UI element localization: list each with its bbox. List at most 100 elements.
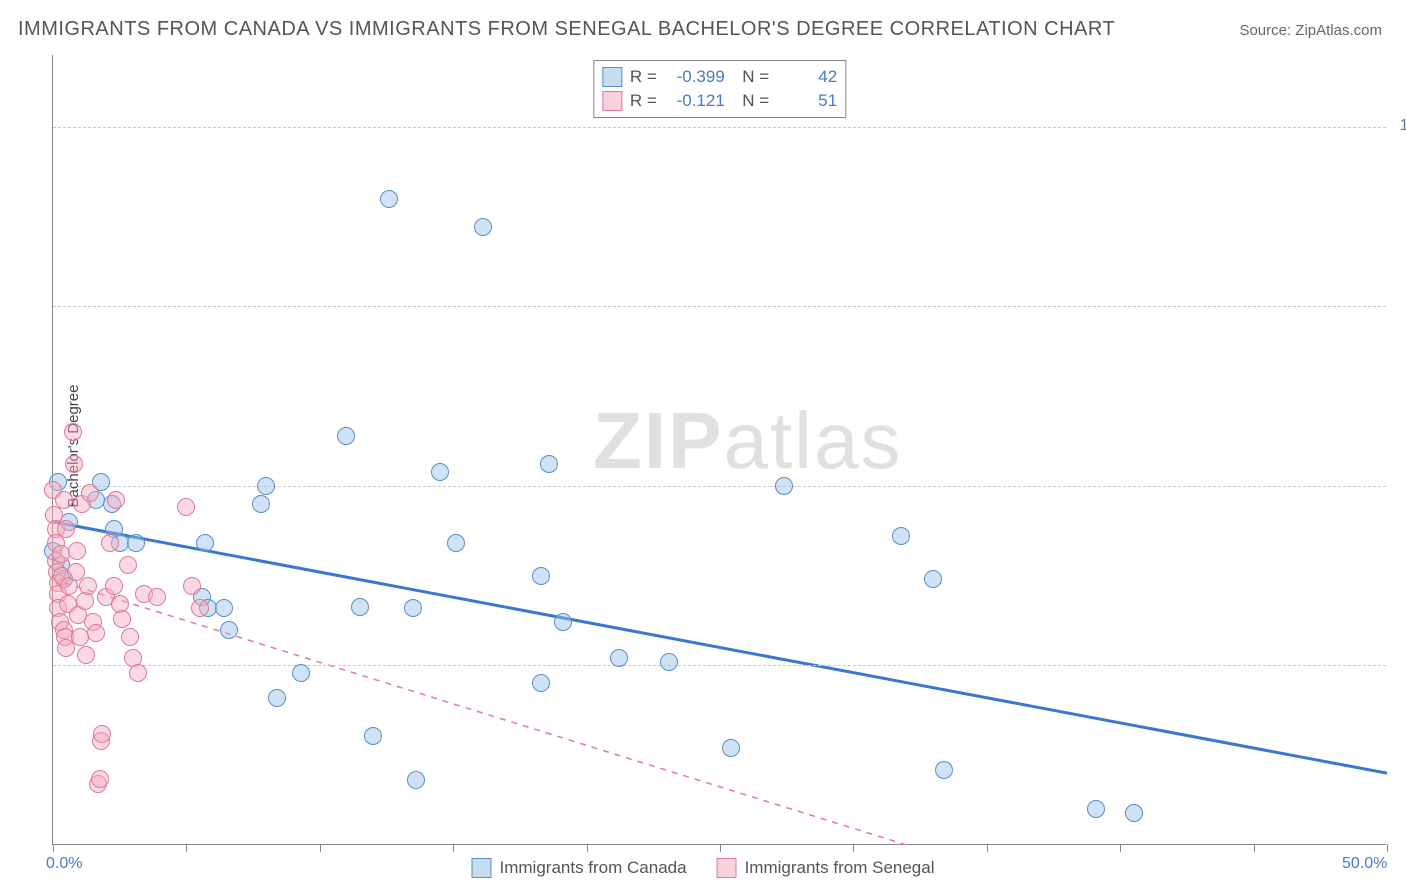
data-point (351, 598, 369, 616)
stat-r-canada: -0.399 (665, 67, 725, 87)
data-point (107, 491, 125, 509)
plot-area: ZIPatlas R = -0.399 N = 42 R = -0.121 N … (52, 55, 1386, 845)
x-tick (1387, 844, 1388, 852)
y-tick-label: 25.0% (1394, 655, 1406, 673)
legend-label: Immigrants from Canada (500, 858, 687, 878)
data-point (220, 621, 238, 639)
stat-label-n: N = (733, 67, 769, 87)
x-tick (720, 844, 721, 852)
data-point (121, 628, 139, 646)
y-tick-label: 75.0% (1394, 296, 1406, 314)
data-point (660, 653, 678, 671)
data-point (91, 770, 109, 788)
stat-n-canada: 42 (777, 67, 837, 87)
data-point (87, 624, 105, 642)
data-point (196, 534, 214, 552)
data-point (268, 689, 286, 707)
x-tick (987, 844, 988, 852)
x-tick (1120, 844, 1121, 852)
legend-stats: R = -0.399 N = 42 R = -0.121 N = 51 (593, 60, 846, 118)
stat-label-r: R = (630, 91, 657, 111)
x-tick (186, 844, 187, 852)
data-point (215, 599, 233, 617)
data-point (65, 455, 83, 473)
watermark-part2: atlas (723, 396, 902, 485)
x-tick (587, 844, 588, 852)
swatch-blue-icon (602, 67, 622, 87)
chart-container: IMMIGRANTS FROM CANADA VS IMMIGRANTS FRO… (0, 0, 1406, 892)
data-point (257, 477, 275, 495)
gridline (53, 127, 1386, 128)
x-tick (1254, 844, 1255, 852)
data-point (532, 674, 550, 692)
data-point (113, 610, 131, 628)
gridline (53, 306, 1386, 307)
data-point (404, 599, 422, 617)
x-tick-label: 0.0% (46, 855, 82, 873)
data-point (127, 534, 145, 552)
source-label: Source: ZipAtlas.com (1239, 22, 1382, 39)
legend-stats-row-canada: R = -0.399 N = 42 (602, 65, 837, 89)
data-point (447, 534, 465, 552)
trend-line (53, 522, 1387, 773)
data-point (101, 534, 119, 552)
legend-item: Immigrants from Senegal (717, 858, 935, 878)
gridline (53, 665, 1386, 666)
data-point (252, 495, 270, 513)
data-point (722, 739, 740, 757)
trend-lines (53, 55, 1387, 845)
legend-bottom: Immigrants from Canada Immigrants from Se… (472, 858, 935, 878)
data-point (892, 527, 910, 545)
legend-item: Immigrants from Canada (472, 858, 687, 878)
data-point (775, 477, 793, 495)
data-point (364, 727, 382, 745)
data-point (79, 577, 97, 595)
data-point (554, 613, 572, 631)
trend-line (53, 579, 907, 845)
data-point (57, 520, 75, 538)
data-point (191, 599, 209, 617)
data-point (68, 542, 86, 560)
data-point (105, 577, 123, 595)
data-point (183, 577, 201, 595)
stat-label-r: R = (630, 67, 657, 87)
data-point (93, 725, 111, 743)
watermark: ZIPatlas (593, 395, 902, 487)
data-point (1125, 804, 1143, 822)
data-point (64, 423, 82, 441)
data-point (148, 588, 166, 606)
x-tick (53, 844, 54, 852)
data-point (540, 455, 558, 473)
legend-label: Immigrants from Senegal (745, 858, 935, 878)
watermark-part1: ZIP (593, 396, 723, 485)
stat-label-n: N = (733, 91, 769, 111)
data-point (431, 463, 449, 481)
data-point (1087, 800, 1105, 818)
stat-r-senegal: -0.121 (665, 91, 725, 111)
data-point (407, 771, 425, 789)
swatch-pink-icon (717, 858, 737, 878)
data-point (77, 646, 95, 664)
data-point (380, 190, 398, 208)
legend-stats-row-senegal: R = -0.121 N = 51 (602, 89, 837, 113)
data-point (924, 570, 942, 588)
swatch-blue-icon (472, 858, 492, 878)
data-point (119, 556, 137, 574)
data-point (474, 218, 492, 236)
y-tick-label: 50.0% (1394, 476, 1406, 494)
data-point (610, 649, 628, 667)
data-point (532, 567, 550, 585)
data-point (337, 427, 355, 445)
x-tick (453, 844, 454, 852)
data-point (129, 664, 147, 682)
x-tick-label: 50.0% (1342, 855, 1387, 873)
data-point (177, 498, 195, 516)
data-point (292, 664, 310, 682)
stat-n-senegal: 51 (777, 91, 837, 111)
x-tick (320, 844, 321, 852)
chart-title: IMMIGRANTS FROM CANADA VS IMMIGRANTS FRO… (18, 18, 1115, 41)
data-point (935, 761, 953, 779)
x-tick (853, 844, 854, 852)
y-tick-label: 100.0% (1394, 117, 1406, 135)
swatch-pink-icon (602, 91, 622, 111)
